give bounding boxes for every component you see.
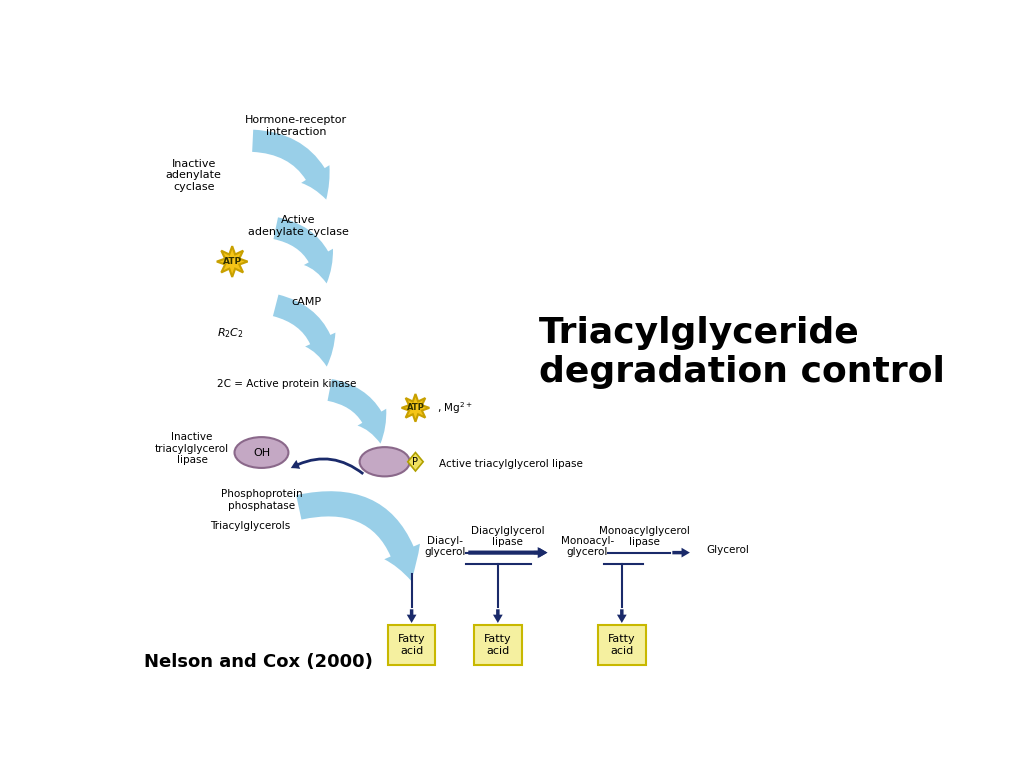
FancyArrowPatch shape (493, 609, 503, 623)
Text: Triacylglycerols: Triacylglycerols (210, 521, 290, 531)
FancyArrowPatch shape (328, 379, 386, 444)
Text: Nelson and Cox (2000): Nelson and Cox (2000) (144, 653, 374, 671)
FancyArrowPatch shape (616, 609, 627, 623)
Text: ATP: ATP (222, 257, 242, 266)
Polygon shape (401, 394, 429, 422)
Text: , Mg$^{2+}$: , Mg$^{2+}$ (437, 400, 473, 415)
FancyBboxPatch shape (388, 625, 435, 665)
Text: ATP: ATP (407, 403, 424, 412)
Text: Diacylglycerol
lipase: Diacylglycerol lipase (471, 525, 545, 548)
Text: Active triacylglycerol lipase: Active triacylglycerol lipase (438, 459, 583, 469)
Ellipse shape (234, 437, 289, 468)
FancyArrowPatch shape (407, 609, 417, 623)
Text: cAMP: cAMP (291, 297, 322, 307)
Text: Fatty
acid: Fatty acid (484, 634, 512, 656)
FancyArrowPatch shape (273, 217, 333, 283)
FancyArrowPatch shape (252, 130, 330, 200)
Polygon shape (217, 247, 248, 277)
Text: Glycerol: Glycerol (707, 545, 750, 555)
Text: Monoacylglycerol
lipase: Monoacylglycerol lipase (599, 525, 690, 548)
Text: P: P (413, 457, 419, 467)
FancyArrowPatch shape (296, 492, 420, 581)
Text: Phosphoprotein
phosphatase: Phosphoprotein phosphatase (220, 489, 302, 511)
Text: Inactive
adenylate
cyclase: Inactive adenylate cyclase (166, 159, 221, 192)
Text: Diacyl-
glycerol: Diacyl- glycerol (424, 535, 465, 558)
Text: Fatty
acid: Fatty acid (397, 634, 425, 656)
Text: Fatty
acid: Fatty acid (608, 634, 636, 656)
Polygon shape (408, 452, 423, 471)
FancyArrowPatch shape (273, 295, 336, 366)
Text: $R_2C_2$: $R_2C_2$ (217, 326, 244, 340)
Text: Monoacyl-
glycerol: Monoacyl- glycerol (560, 535, 613, 558)
FancyArrowPatch shape (534, 548, 548, 558)
FancyBboxPatch shape (474, 625, 521, 665)
FancyArrowPatch shape (291, 458, 365, 475)
Text: Triacylglyceride
degradation control: Triacylglyceride degradation control (539, 316, 944, 389)
FancyArrowPatch shape (468, 547, 548, 558)
Text: 2C = Active protein kinase: 2C = Active protein kinase (217, 379, 356, 389)
Text: Hormone-receptor
interaction: Hormone-receptor interaction (245, 115, 347, 137)
Text: Inactive
triacylglycerol
lipase: Inactive triacylglycerol lipase (155, 432, 229, 465)
Ellipse shape (359, 447, 410, 476)
FancyArrowPatch shape (673, 548, 690, 558)
FancyBboxPatch shape (598, 625, 646, 665)
Text: OH: OH (253, 448, 270, 458)
Text: Active
adenylate cyclase: Active adenylate cyclase (248, 215, 349, 237)
